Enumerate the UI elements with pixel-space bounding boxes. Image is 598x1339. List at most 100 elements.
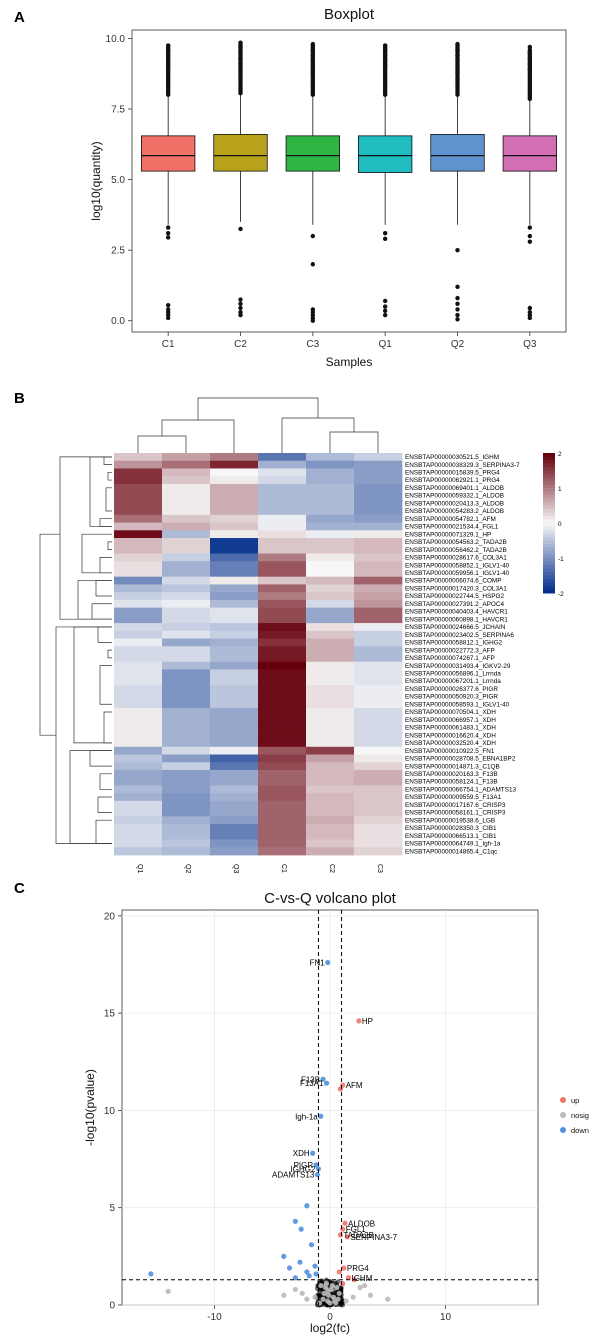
heatmap-cell [306,839,355,848]
panel-letter-b: B [14,390,25,407]
heatmap-cell [258,623,307,632]
heatmap-cell [210,692,259,701]
heatmap-legend-swatch [543,540,555,545]
heatmap-cell [306,847,355,856]
volcano-point-nosig [350,1294,356,1300]
heatmap-cell [306,453,355,462]
boxplot-outlier [310,64,316,69]
volcano-point-down [304,1203,310,1209]
heatmap-legend-swatch [543,533,555,538]
heatmap-cell [258,669,307,678]
heatmap-cell [114,800,163,810]
heatmap-cell [162,684,211,694]
heatmap-cell [354,638,403,647]
heatmap-cell [258,785,307,794]
heatmap-cell [354,808,403,817]
heatmap-cell [258,607,307,616]
heatmap-row-label: ENSBTAP00000009559.5_F13A1 [405,794,502,801]
heatmap-cell [114,793,163,802]
heatmap-cell [258,754,307,763]
heatmap-cell [258,568,307,578]
boxplot-outlier [527,305,533,311]
heatmap-cell [114,607,163,616]
heatmap-cell [162,669,211,678]
heatmap-row-label: ENSBTAP00000058812.1_IGHG2 [405,640,503,647]
volcano-point-up [340,1280,346,1287]
volcano-point-down [306,1273,312,1279]
volcano-point-nosig [329,1282,335,1289]
heatmap-row-label: ENSBTAP00000022772.3_AFP [405,647,495,654]
heatmap-cell [210,800,259,810]
boxplot-y-tick-label: 7.5 [111,105,125,116]
heatmap-cell [306,630,355,639]
heatmap-cell [258,661,307,670]
heatmap-row-label: ENSBTAP00000010922.5_FN1 [405,748,495,755]
volcano-point-nosig [340,1302,345,1308]
heatmap-row-dendrogram [81,533,112,574]
boxplot-outlier [310,262,316,267]
heatmap-cell [162,754,211,763]
boxplot-outlier [238,40,243,45]
heatmap-legend-swatch [543,456,555,461]
heatmap-row-dendrogram [59,456,112,620]
heatmap-cell [210,507,259,516]
heatmap-legend-swatch [543,481,555,485]
volcano-y-tick-label: 10 [104,1106,116,1117]
heatmap-cell [210,669,259,678]
heatmap-row-label: ENSBTAP00000017167.6_CRISP3 [405,802,506,809]
heatmap-cell [162,769,211,779]
boxplot-outlier [238,305,243,311]
heatmap-cell [162,762,211,771]
heatmap-cell [162,460,211,469]
boxplot-outlier [455,70,460,75]
boxplot-outlier [165,302,171,308]
heatmap-legend-swatch [543,491,555,496]
heatmap-cell [114,592,163,601]
heatmap-cell [210,615,259,624]
heatmap-cell [210,599,259,609]
heatmap-cell [306,731,355,740]
heatmap-cell [306,545,355,554]
heatmap-cell [258,538,307,547]
heatmap-cell [114,638,163,647]
heatmap-cell [114,847,163,856]
heatmap-cell [114,777,163,786]
heatmap-cell [114,700,163,709]
heatmap-row-label: ENSBTAP00000056462.2_TADA2B [405,547,507,554]
heatmap-row-label: ENSBTAP00000054782.1_AFM [405,516,496,523]
heatmap-cell [114,491,163,500]
heatmap-row-label: ENSBTAP00000066957.1_XDH [405,717,496,724]
heatmap-cell [354,607,403,616]
boxplot-outlier [165,43,171,48]
boxplot-title: Boxplot [324,6,375,23]
heatmap-cell [162,491,211,500]
heatmap-cell [210,530,259,539]
heatmap-cell [306,592,355,601]
heatmap-cell [306,800,355,810]
heatmap-cell [306,460,355,469]
heatmap-cell [210,762,259,771]
volcano-point-up [337,1232,343,1238]
volcano-point-nosig [316,1288,322,1294]
volcano-point-nosig [319,1278,324,1284]
volcano-point-up [340,1082,346,1088]
heatmap-legend-swatch [543,509,555,513]
heatmap-cell [162,715,211,724]
heatmap-row-dendrogram [107,649,112,659]
boxplot-outlier [382,47,388,52]
heatmap-cell [162,507,211,516]
volcano-point-nosig [318,1282,324,1289]
heatmap-cell [354,460,403,469]
heatmap-cell [162,530,211,539]
boxplot-outlier [238,50,243,55]
volcano-point-down [281,1253,287,1259]
heatmap-legend-swatch [543,516,555,520]
volcano-legend-swatch-down [560,1127,566,1133]
heatmap-legend-swatch [543,544,555,548]
heatmap-column-dendrogram [197,397,319,420]
heatmap-cell [354,584,403,593]
heatmap-cell [162,453,211,462]
boxplot-outlier [527,225,533,230]
heatmap-cell [162,839,211,848]
heatmap-cell [306,754,355,763]
